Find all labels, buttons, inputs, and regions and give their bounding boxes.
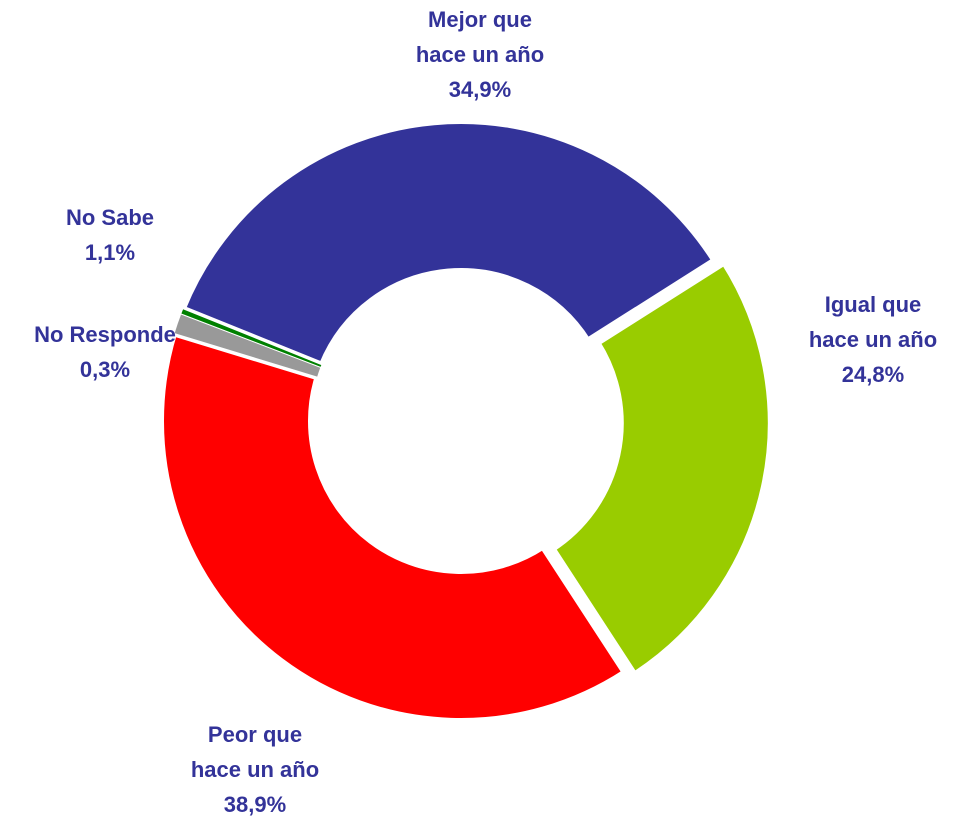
donut-slice [178,118,719,369]
slice-label: Peor que hace un año 38,9% [145,717,365,822]
value-label: 1,1% [84,240,136,265]
value-label: 38,9% [223,792,287,817]
slice-label: Igual que hace un año 24,8% [763,287,963,392]
category-name: No Sabe [65,205,155,230]
donut-slice [548,258,774,679]
category-name: Mejor que hace un año [415,7,545,67]
donut-slice [180,307,323,369]
category-name: Peor que hace un año [190,722,320,782]
slice-label: Mejor que hace un año 34,9% [370,2,590,107]
slice-label: No Sabe 1,1% [0,200,220,270]
slice-label: No Responde 0,3% [0,317,215,387]
donut-slice [158,329,629,724]
category-name: Igual que hace un año [808,292,938,352]
value-label: 0,3% [79,357,131,382]
value-label: 24,8% [841,362,905,387]
category-name: No Responde [34,322,176,347]
value-label: 34,9% [448,77,512,102]
